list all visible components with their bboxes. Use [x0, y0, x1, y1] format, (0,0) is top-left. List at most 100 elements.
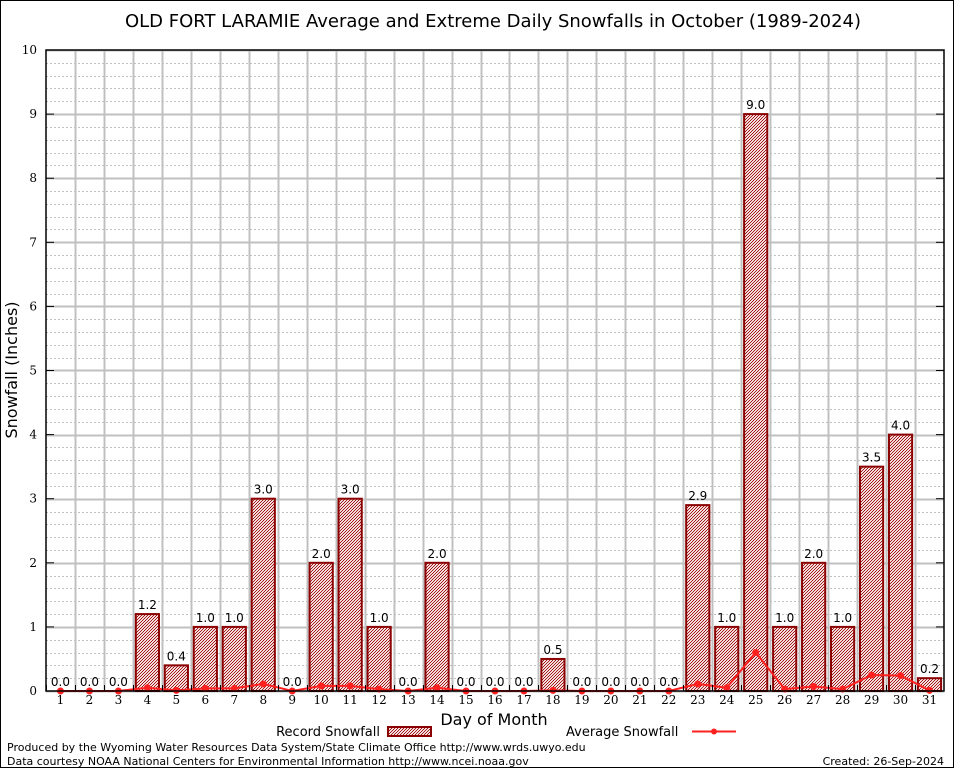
bar-value-label: 0.0 — [601, 675, 620, 689]
bar-value-label: 1.2 — [138, 598, 157, 612]
average-point-day-25 — [752, 649, 760, 657]
bar-record-day-29 — [858, 465, 885, 692]
y-tick-label: 8 — [29, 171, 37, 185]
bar-record-day-18 — [540, 657, 566, 693]
x-tick-label: 7 — [230, 693, 238, 707]
chart-title: OLD FORT LARAMIE Average and Extreme Dai… — [125, 11, 861, 32]
x-tick-label: 21 — [632, 693, 647, 707]
x-tick-label: 9 — [288, 693, 296, 707]
bar-value-label: 2.0 — [804, 547, 823, 561]
bar-record-day-30 — [887, 433, 914, 692]
bar-value-label: 2.9 — [688, 489, 707, 503]
x-tick-label: 15 — [458, 693, 473, 707]
bar-record-day-7 — [221, 625, 247, 693]
bar-value-label: 0.0 — [659, 675, 678, 689]
bar-value-label: 0.0 — [51, 675, 70, 689]
average-point-day-4 — [143, 684, 151, 692]
bar-record-day-14 — [424, 561, 450, 692]
bar-value-label: 4.0 — [891, 419, 910, 433]
average-point-day-10 — [317, 682, 325, 690]
legend: Record Snowfall Average Snowfall — [276, 725, 736, 740]
legend-record-swatch — [387, 726, 432, 737]
average-point-day-27 — [810, 683, 818, 691]
x-tick-label: 20 — [603, 693, 618, 707]
x-tick-label: 17 — [516, 693, 531, 707]
bar-record-day-11 — [337, 497, 363, 693]
x-tick-label: 16 — [487, 693, 502, 707]
x-tick-label: 27 — [806, 693, 821, 707]
bar-record-day-23 — [685, 504, 711, 692]
average-point-day-8 — [259, 680, 267, 688]
y-tick-label: 2 — [29, 556, 37, 570]
bar-record-day-28 — [830, 625, 856, 693]
y-tick-label: 4 — [29, 428, 37, 442]
y-tick-label: 7 — [29, 235, 37, 249]
bar-value-label: 1.0 — [225, 611, 244, 625]
bar-value-label: 1.0 — [370, 611, 389, 625]
y-tick-label: 3 — [29, 492, 37, 506]
bar-record-day-10 — [308, 561, 334, 692]
average-point-day-30 — [897, 672, 905, 680]
x-tick-label: 18 — [545, 693, 560, 707]
x-tick-label: 14 — [429, 693, 445, 707]
bar-value-label: 0.0 — [514, 675, 533, 689]
y-tick-label: 6 — [29, 299, 37, 313]
legend-record-label: Record Snowfall — [276, 725, 380, 740]
bar-value-label: 0.5 — [543, 643, 562, 657]
bar-record-day-26 — [772, 625, 798, 693]
x-tick-label: 4 — [144, 693, 152, 707]
bar-value-label: 3.0 — [254, 483, 273, 497]
x-tick-label: 25 — [748, 693, 763, 707]
footer-produced-by: Produced by the Wyoming Water Resources … — [7, 741, 586, 754]
bar-value-label: 3.0 — [341, 483, 360, 497]
average-point-day-29 — [868, 671, 876, 679]
x-axis-label: Day of Month — [440, 710, 547, 729]
bar-value-label: 0.4 — [167, 649, 186, 663]
y-tick-label: 1 — [29, 620, 37, 634]
x-tick-label: 5 — [173, 693, 181, 707]
legend-average-marker — [711, 728, 717, 735]
bar-value-label: 2.0 — [428, 547, 447, 561]
y-tick-label: 10 — [22, 43, 37, 57]
x-tick-label: 11 — [343, 693, 358, 707]
x-tick-label: 23 — [690, 693, 705, 707]
x-tick-label: 10 — [314, 693, 329, 707]
average-point-day-7 — [230, 684, 238, 692]
bar-value-label: 1.0 — [196, 611, 215, 625]
bar-record-day-4 — [134, 613, 160, 693]
footer-created: Created: 26-Sep-2024 — [823, 755, 944, 768]
bar-record-day-27 — [801, 561, 827, 692]
x-tick-label: 6 — [202, 693, 210, 707]
bar-value-label: 0.0 — [283, 675, 302, 689]
bar-value-label: 3.5 — [862, 451, 881, 465]
x-tick-label: 28 — [835, 693, 850, 707]
bar-value-label: 9.0 — [746, 98, 765, 112]
y-axis-label: Snowfall (Inches) — [2, 301, 21, 438]
average-point-day-23 — [694, 680, 702, 688]
bar-value-label: 0.2 — [920, 662, 939, 676]
bar-record-day-8 — [250, 497, 276, 693]
average-point-day-24 — [723, 684, 731, 692]
legend-average-label: Average Snowfall — [566, 725, 678, 740]
x-tick-label: 3 — [115, 693, 123, 707]
bar-value-label: 1.0 — [717, 611, 736, 625]
x-tick-label: 19 — [574, 693, 589, 707]
y-tick-label: 0 — [29, 684, 37, 698]
bar-value-label: 0.0 — [572, 675, 591, 689]
bar-value-label: 1.0 — [775, 611, 794, 625]
x-tick-label: 31 — [922, 693, 937, 707]
x-tick-label: 1 — [57, 693, 65, 707]
bar-record-day-24 — [714, 625, 740, 693]
footer-data-courtesy: Data courtesy NOAA National Centers for … — [7, 755, 529, 768]
x-tick-label: 29 — [864, 693, 879, 707]
average-point-day-14 — [433, 684, 441, 692]
bar-value-label: 1.0 — [833, 611, 852, 625]
bar-value-label: 0.0 — [399, 675, 418, 689]
bar-value-label: 0.0 — [80, 675, 99, 689]
x-tick-label: 12 — [371, 693, 386, 707]
y-tick-label: 5 — [29, 364, 37, 378]
average-point-day-11 — [346, 682, 354, 690]
average-point-day-6 — [201, 684, 209, 692]
